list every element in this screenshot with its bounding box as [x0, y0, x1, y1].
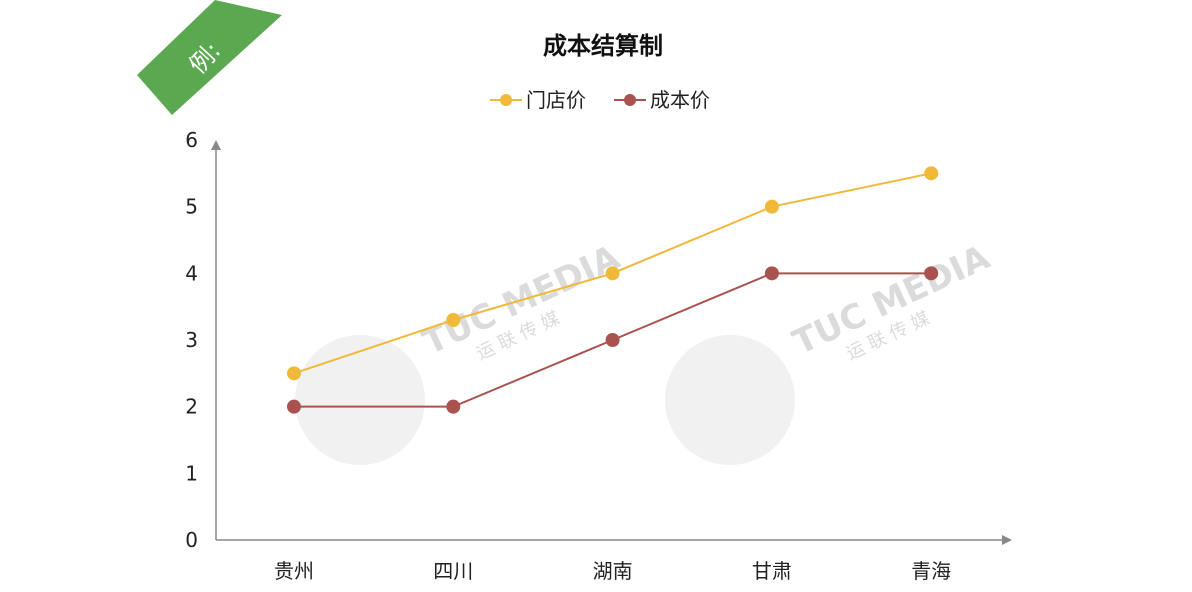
data-point: [287, 366, 301, 381]
y-tick-label: 4: [185, 261, 198, 285]
x-axis-arrow-icon: [1002, 535, 1012, 545]
y-tick-label: 3: [185, 328, 198, 352]
y-tick-label: 0: [185, 528, 198, 552]
chart-title: 成本结算制: [543, 32, 663, 60]
y-axis: [211, 140, 221, 540]
data-point: [924, 166, 939, 181]
example-banner: [137, 0, 282, 115]
x-tick-label: 青海: [911, 559, 951, 583]
data-point: [605, 266, 620, 281]
legend-item-cost-price: 成本价: [614, 88, 710, 112]
data-point: [924, 266, 939, 281]
data-point: [764, 266, 779, 281]
legend-marker: [500, 94, 512, 106]
legend-item-store-price: 门店价: [490, 88, 586, 112]
y-tick-label: 5: [185, 195, 198, 219]
series-store-price: [287, 166, 939, 381]
legend-label: 成本价: [650, 88, 710, 112]
y-tick-label: 2: [185, 395, 198, 419]
data-point: [605, 333, 620, 347]
y-axis-arrow-icon: [211, 140, 221, 150]
x-tick-label: 甘肃: [752, 559, 792, 583]
legend-label: 门店价: [526, 88, 586, 112]
watermark: TUC MEDIA 运 联 传 媒 TUC MEDIA 运 联 传 媒: [295, 237, 996, 465]
legend-marker: [624, 94, 636, 106]
watermark-logo: [295, 335, 425, 465]
data-point: [287, 399, 301, 414]
y-tick-label: 1: [185, 461, 198, 485]
data-point: [446, 313, 461, 327]
data-point: [446, 399, 461, 414]
legend: 门店价 成本价: [490, 88, 710, 112]
data-point: [764, 199, 779, 214]
x-tick-label: 贵州: [274, 559, 314, 583]
watermark-logo: [665, 335, 795, 465]
x-axis: [216, 535, 1012, 545]
x-tick-label: 湖南: [593, 559, 633, 583]
series-cost-price: [287, 266, 939, 414]
y-tick-label: 6: [185, 128, 198, 152]
x-tick-label: 四川: [433, 559, 473, 583]
